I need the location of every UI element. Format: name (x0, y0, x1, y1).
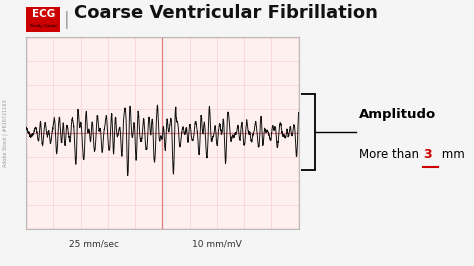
Text: Coarse Ventricular Fibrillation: Coarse Ventricular Fibrillation (74, 4, 378, 22)
Text: More than: More than (359, 148, 423, 161)
Text: mm: mm (438, 148, 464, 161)
Text: 10 mm/mV: 10 mm/mV (192, 239, 242, 248)
Text: Adobe Stock | #616721163: Adobe Stock | #616721163 (3, 99, 9, 167)
Text: 25 mm/sec: 25 mm/sec (69, 239, 119, 248)
Text: 3: 3 (423, 148, 432, 161)
Text: ECG: ECG (31, 9, 55, 19)
Text: Amplitudo: Amplitudo (359, 108, 436, 121)
Text: Study Guide: Study Guide (29, 24, 57, 28)
Text: |: | (64, 11, 69, 29)
